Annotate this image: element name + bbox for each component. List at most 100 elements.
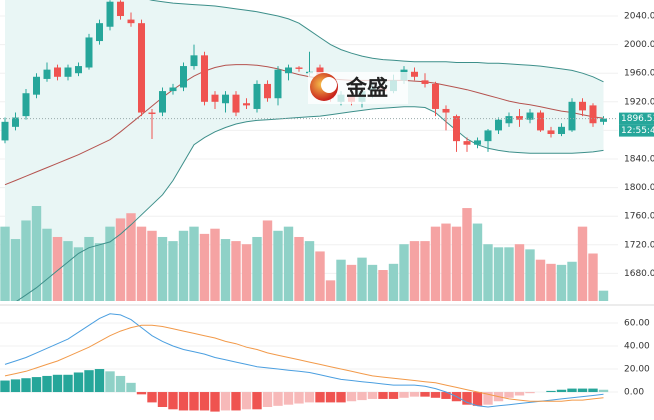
volume-bar (598, 290, 609, 301)
macd-histogram-bar (63, 374, 73, 393)
volume-bar (73, 247, 84, 301)
volume-bar (483, 244, 493, 301)
macd-histogram-bar (315, 392, 325, 403)
y-tick-label: 1800.00 (624, 183, 654, 193)
macd-histogram-bar (420, 392, 430, 397)
macd-histogram-bar (73, 372, 84, 393)
volume-bar (262, 220, 273, 301)
macd-histogram-bar (294, 392, 304, 404)
macd-panel (0, 313, 618, 412)
y-tick-label: 40.00 (624, 342, 650, 352)
volume-bar (21, 220, 31, 301)
volume-bar (525, 249, 535, 301)
bollinger-middle (4, 64, 604, 186)
volume-bar (514, 244, 525, 301)
macd-histogram-bar (241, 392, 252, 410)
candle-body (180, 66, 187, 88)
candle-body (169, 87, 177, 92)
macd-histogram-bar (283, 392, 294, 405)
last-price-label: 1896.51 (621, 114, 654, 124)
candle-body (411, 71, 418, 77)
y-tick-label: 1960.00 (624, 69, 654, 79)
volume-bar (493, 247, 504, 301)
macd-histogram-bar (483, 392, 493, 405)
candle-body (232, 94, 240, 113)
volume-bar (504, 247, 514, 301)
candle-body (432, 83, 439, 109)
candle-body (285, 67, 292, 74)
volume-bar (189, 226, 199, 301)
macd-histogram-bar (472, 392, 483, 406)
volume-bar (178, 230, 189, 301)
macd-histogram-bar (42, 375, 52, 393)
volume-bar (273, 230, 283, 301)
macd-histogram-bar (598, 389, 609, 393)
macd-histogram-bar (357, 392, 367, 401)
volume-bar (231, 241, 241, 301)
candle-body (12, 117, 19, 127)
logo-text: 金盛 (345, 76, 388, 100)
macd-histogram-bar (157, 392, 168, 407)
volume-bar (283, 226, 294, 301)
volume-bar (567, 261, 577, 301)
candle-body (211, 94, 219, 102)
price-panel (0, 0, 618, 301)
candle-body (526, 112, 534, 120)
volume-bar (241, 244, 252, 301)
candle-body (516, 116, 523, 120)
volume-bar (588, 253, 598, 301)
y-tick-label: 2000.00 (624, 40, 654, 50)
volume-bar (252, 236, 262, 301)
macd-histogram-bar (31, 377, 42, 393)
macd-histogram-bar (84, 370, 94, 393)
candle-body (295, 67, 303, 69)
candle-body (33, 76, 40, 95)
macd-histogram-bar (0, 380, 10, 393)
volume-bar (52, 236, 63, 301)
candle-body (547, 130, 555, 134)
macd-histogram-bar (504, 392, 514, 398)
macd-histogram-bar (94, 369, 105, 393)
macd-histogram-bar (115, 375, 126, 393)
volume-bar (136, 226, 147, 301)
bollinger-fill (5, 0, 604, 301)
candle-body (505, 116, 513, 124)
candle-body (201, 55, 208, 102)
macd-histogram-bar (399, 392, 409, 398)
candle-body (579, 101, 586, 111)
volume-bar (210, 228, 220, 301)
candle-body (64, 67, 72, 77)
macd-histogram-bar (514, 392, 525, 396)
volume-bar (556, 264, 567, 301)
logo: 金盛 (308, 72, 408, 104)
candle-body (484, 130, 492, 142)
volume-bar (294, 236, 304, 301)
volume-bar (451, 226, 462, 301)
candle-body (127, 19, 135, 24)
volume-bar (399, 244, 409, 301)
candle-body (463, 141, 471, 145)
macd-histogram-bar (588, 388, 598, 393)
macd-histogram-bar (231, 392, 241, 411)
macd-histogram-bar (378, 392, 388, 399)
volume-bar (168, 241, 178, 301)
bollinger-upper (149, 0, 604, 83)
macd-histogram-bar (10, 379, 21, 393)
macd-histogram-bar (136, 392, 147, 395)
candle-body (54, 67, 61, 77)
macd-histogram-bar (210, 392, 220, 412)
y-tick-label: 1840.00 (624, 155, 654, 165)
macd-histogram-bar (577, 388, 588, 393)
macd-dif-line (4, 313, 604, 408)
volume-bar (336, 259, 346, 301)
macd-histogram-bar (168, 392, 178, 410)
candle-body (558, 126, 565, 134)
candle-body (138, 23, 145, 113)
volume-bar (420, 241, 430, 301)
candle-body (96, 23, 103, 42)
macd-histogram-bar (346, 392, 357, 402)
macd-histogram-bar (21, 378, 31, 393)
axis: 1680.001720.001760.001800.001840.001880.… (619, 12, 654, 398)
volume-bar (441, 223, 451, 301)
